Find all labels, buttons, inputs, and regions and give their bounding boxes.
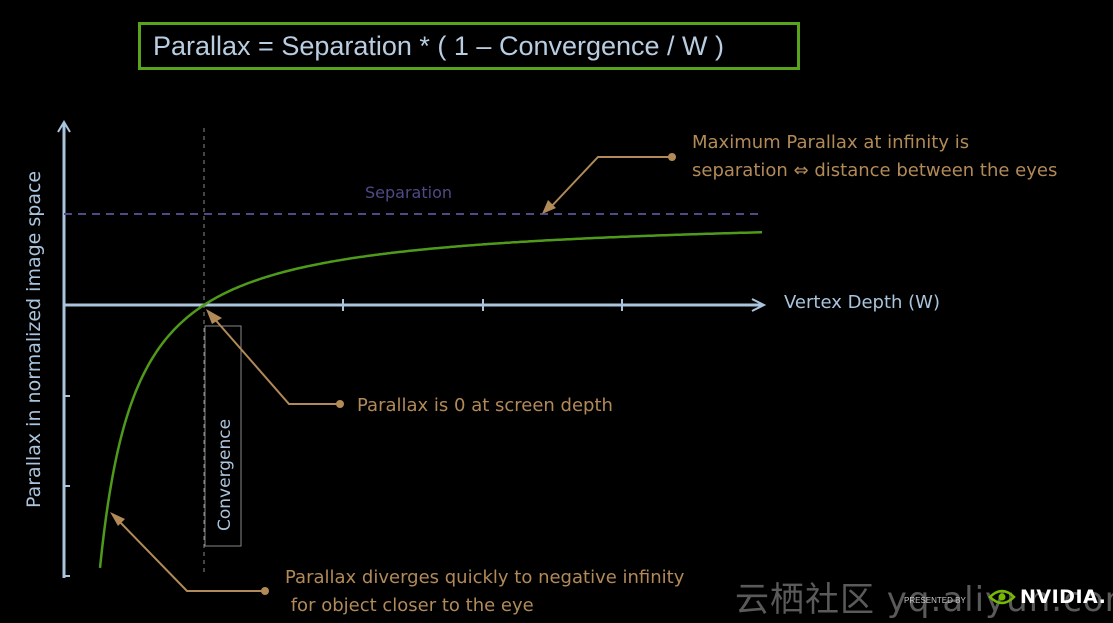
diverge-dot bbox=[261, 587, 269, 595]
separation-label: Separation bbox=[365, 183, 452, 202]
max-parallax-leader bbox=[548, 156, 672, 210]
x-axis-label: Vertex Depth (W) bbox=[784, 292, 940, 313]
max-parallax-dot bbox=[668, 153, 676, 161]
parallax-curve bbox=[98, 231, 762, 569]
max-parallax-text-line1: Maximum Parallax at infinity is bbox=[692, 132, 969, 153]
y-axis-label: Parallax in normalized image space bbox=[23, 171, 45, 508]
diverge-text-line1: Parallax diverges quickly to negative in… bbox=[285, 567, 685, 588]
convergence-label-box bbox=[204, 325, 242, 547]
zero-parallax-leader bbox=[211, 315, 340, 405]
diverge-arrowhead bbox=[110, 512, 125, 526]
formula-title: Parallax = Separation * ( 1 – Convergenc… bbox=[138, 22, 800, 70]
convergence-label: Convergence bbox=[215, 419, 235, 531]
zero-parallax-arrowhead bbox=[206, 309, 222, 324]
zero-parallax-text: Parallax is 0 at screen depth bbox=[357, 395, 613, 416]
presented-by-label: PRESENTED BY bbox=[904, 596, 966, 605]
max-parallax-arrowhead bbox=[542, 200, 556, 214]
diverge-leader bbox=[115, 517, 265, 592]
y-axis-arrowhead bbox=[57, 120, 71, 133]
x-axis-arrowhead bbox=[751, 298, 767, 312]
nvidia-wordmark: NVIDIA. bbox=[1020, 586, 1107, 608]
zero-parallax-dot bbox=[336, 400, 344, 408]
diverge-text-line2: for object closer to the eye bbox=[285, 595, 534, 616]
max-parallax-text-line2: separation ⇔ distance between the eyes bbox=[692, 160, 1057, 181]
nvidia-eye-icon bbox=[988, 589, 1016, 605]
watermark-text: 云栖社区 yq.aliyun.com bbox=[735, 580, 1113, 620]
nvidia-logo: NVIDIA. bbox=[988, 586, 1106, 608]
